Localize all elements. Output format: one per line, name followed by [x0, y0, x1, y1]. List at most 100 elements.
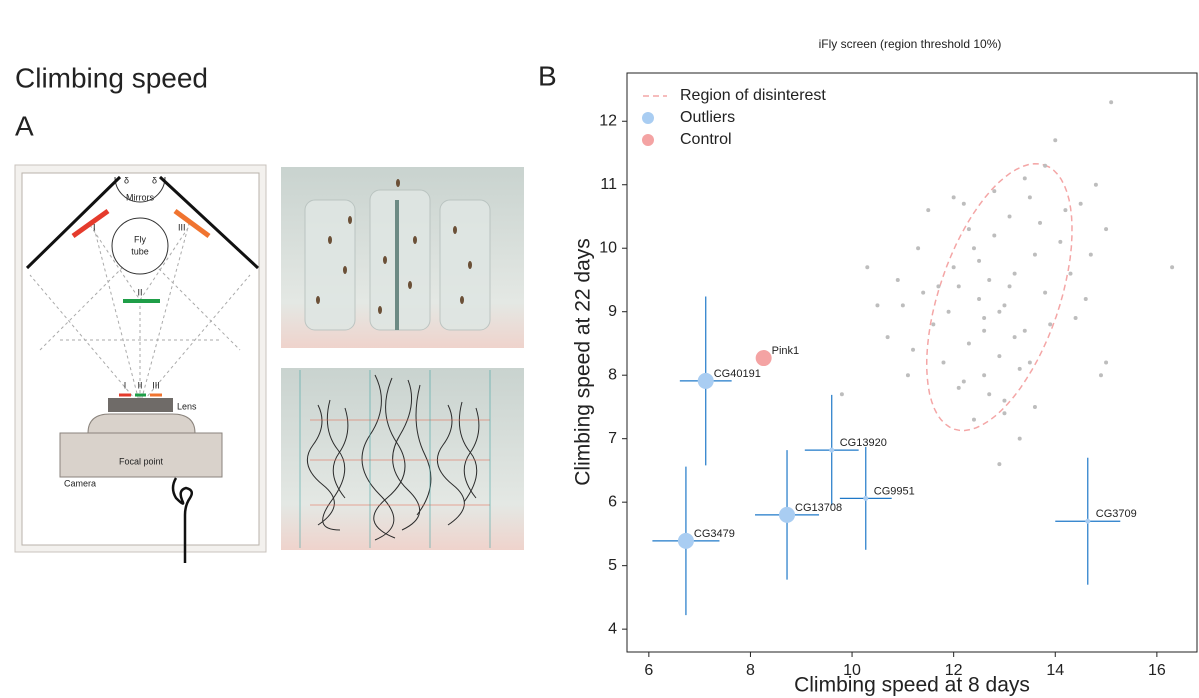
background-point [1017, 436, 1022, 441]
diagram-label: δ [152, 175, 157, 185]
background-point [961, 201, 966, 206]
point-label: CG13708 [795, 502, 842, 514]
background-point [1007, 214, 1012, 219]
background-point [895, 277, 900, 282]
background-point [971, 246, 976, 251]
x-tick-label: 14 [1046, 662, 1064, 679]
figure-title: Climbing speed [15, 62, 208, 93]
background-point [1073, 316, 1078, 321]
background-point [987, 392, 992, 397]
point-label: CG3479 [694, 528, 735, 540]
background-point [1098, 373, 1103, 378]
background-point [982, 316, 987, 321]
background-point [977, 258, 982, 263]
background-point [966, 341, 971, 346]
background-point [1027, 360, 1032, 365]
background-point [911, 347, 916, 352]
background-point [1043, 290, 1048, 295]
y-tick-label: 6 [608, 493, 617, 510]
background-point [1012, 335, 1017, 340]
background-point [956, 284, 961, 289]
diagram-label: III [152, 380, 160, 390]
x-tick-label: 6 [644, 662, 653, 679]
background-point [1027, 195, 1032, 200]
background-point [1038, 220, 1043, 225]
region-ellipse [925, 163, 1073, 432]
point-label: CG9951 [874, 485, 915, 497]
panel-label: A [15, 110, 34, 141]
background-point [971, 417, 976, 422]
background-point [900, 303, 905, 308]
background-point [936, 284, 941, 289]
point-label: Pink1 [772, 345, 800, 357]
background-point [1007, 284, 1012, 289]
point-label: CG13920 [840, 437, 887, 449]
x-tick-label: 12 [945, 662, 963, 679]
diagram-label: II [137, 287, 142, 297]
background-point [875, 303, 880, 308]
diagram-label: I [124, 380, 127, 390]
background-point [951, 195, 956, 200]
data-point [829, 447, 835, 453]
background-point [1002, 303, 1007, 308]
data-point [677, 532, 694, 549]
diagram-label: Camera [64, 478, 96, 488]
background-point [1068, 271, 1073, 276]
background-point [997, 462, 1002, 467]
background-point [1088, 252, 1093, 257]
background-point [1109, 100, 1114, 105]
background-point [1032, 252, 1037, 257]
background-point [987, 277, 992, 282]
background-point [1043, 163, 1048, 168]
background-point [1058, 239, 1063, 244]
diagram-label: I [93, 222, 96, 232]
legend-swatch [642, 134, 654, 146]
background-point [946, 309, 951, 314]
data-point [697, 372, 714, 389]
panel-label: B [538, 60, 557, 91]
diagram: δ δ Mirrors Fly tube I II III I II III L… [14, 164, 267, 563]
legend-label: Outliers [680, 109, 735, 126]
legend-label: Control [680, 131, 732, 148]
point-label: CG40191 [714, 368, 761, 380]
background-point [941, 360, 946, 365]
point-label: CG3709 [1096, 508, 1137, 520]
diagram-label: Focal point [119, 456, 164, 466]
background-point [931, 322, 936, 327]
background-point [916, 246, 921, 251]
y-tick-label: 7 [608, 430, 617, 447]
data-point [779, 506, 796, 523]
background-point [1002, 398, 1007, 403]
diagram-label: Fly [134, 234, 146, 244]
data-point [1085, 518, 1091, 524]
plot-frame [626, 72, 1198, 653]
background-point [905, 373, 910, 378]
legend-swatch [642, 112, 654, 124]
background-point [865, 265, 870, 270]
background-point [1022, 176, 1027, 181]
background-point [997, 309, 1002, 314]
background-point [997, 354, 1002, 359]
x-tick-label: 10 [843, 662, 861, 679]
photo [281, 167, 524, 348]
y-tick-label: 8 [608, 366, 617, 383]
background-point [1048, 322, 1053, 327]
background-point [1063, 208, 1068, 213]
background-point [1002, 411, 1007, 416]
data-point [863, 495, 869, 501]
y-tick-label: 10 [599, 239, 617, 256]
diagram-label: II [137, 380, 142, 390]
background-point [1104, 360, 1109, 365]
y-axis-label: Climbing speed at 22 days [572, 238, 595, 485]
background-point [982, 328, 987, 333]
background-point [966, 227, 971, 232]
x-tick-label: 8 [746, 662, 755, 679]
photo [281, 368, 524, 550]
y-tick-label: 11 [600, 176, 617, 193]
background-point [1053, 138, 1058, 143]
y-tick-label: 5 [608, 557, 617, 574]
background-point [1170, 265, 1175, 270]
background-point [992, 233, 997, 238]
background-point [1104, 227, 1109, 232]
diagram-label: Mirrors [126, 192, 154, 202]
